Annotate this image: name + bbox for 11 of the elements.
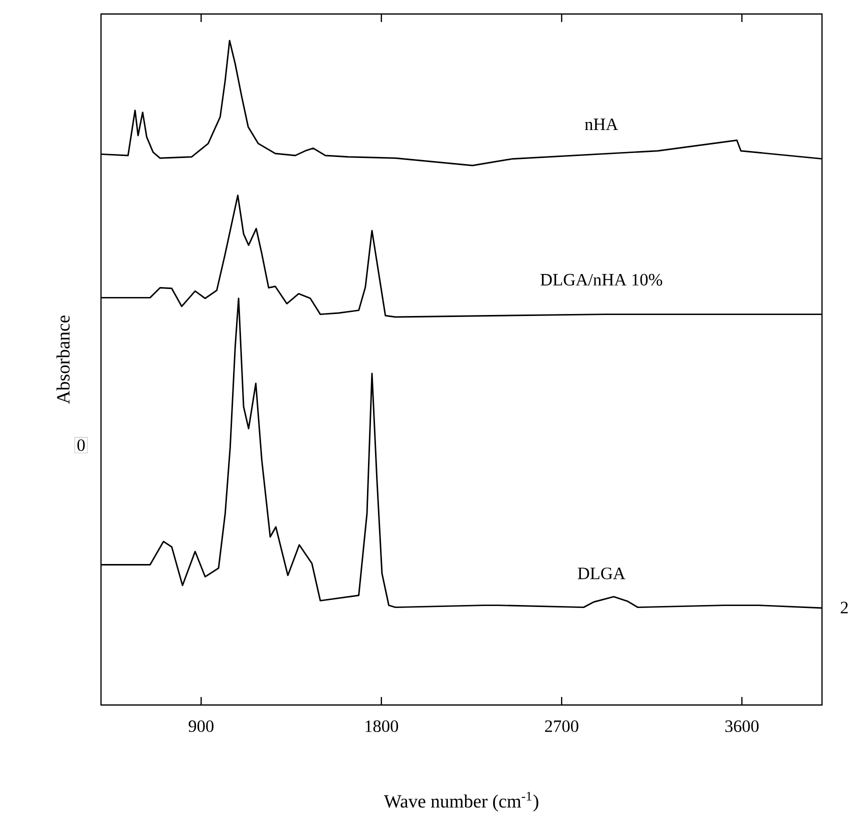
text: 0 — [77, 439, 85, 452]
x-tick-label: 900 — [188, 720, 214, 732]
series-label: nHA — [584, 118, 618, 130]
x-tick-label: 1800 — [366, 720, 398, 732]
series-label: DLGA/nHA 10% — [540, 274, 662, 286]
x-axis-title: Wave number (cm$^{-1}$) — [384, 792, 538, 812]
series-label: DLGA — [578, 568, 626, 580]
x-tick-label: 2700 — [545, 720, 578, 732]
text: 2 — [840, 602, 848, 614]
x-tick-label: 3600 — [725, 720, 759, 732]
y-axis-title: Absorbance — [56, 316, 70, 404]
